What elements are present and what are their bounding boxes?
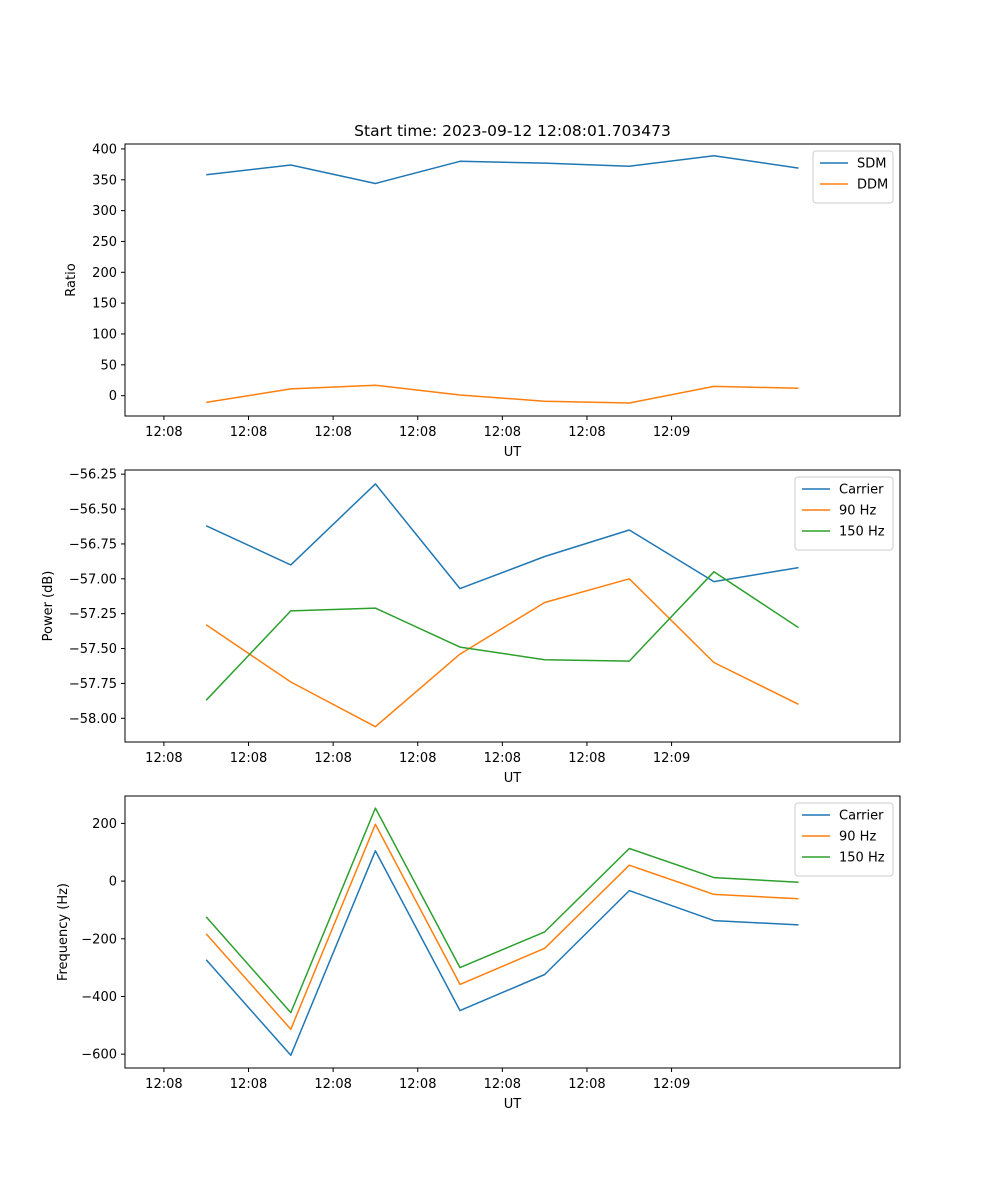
x-tick-label: 12:08: [314, 751, 351, 766]
legend-box: [812, 150, 894, 204]
legend-entry: Carrier: [839, 483, 884, 498]
x-tick-label: 12:08: [230, 751, 267, 766]
x-tick-label: 12:08: [399, 751, 436, 766]
series-line-150-hz: [205, 571, 799, 701]
x-tick-label: 12:08: [145, 425, 182, 440]
y-tick-label: −56.50: [69, 503, 117, 518]
plot-frame: [124, 143, 901, 417]
x-tick-label: 12:09: [653, 751, 690, 766]
plot-frame: [124, 469, 901, 743]
y-tick-label: 250: [92, 235, 117, 250]
series-line-sdm: [206, 154, 799, 185]
y-axis-label: Frequency (Hz): [56, 883, 71, 981]
series-line-carrier: [205, 850, 799, 1057]
plot-frame: [124, 795, 901, 1069]
power-chart: 12:08 12:08 12:08 12:08 12:08 12:08 12:09 UT −58…: [41, 468, 901, 786]
legend-entry: SDM: [857, 157, 886, 172]
series-line-90-hz: [205, 578, 799, 728]
x-axis-label: UT: [504, 771, 522, 786]
y-tick-label: 200: [92, 266, 117, 281]
y-tick-label: −600: [81, 1048, 117, 1063]
legend: Carrier 90 Hz 150 Hz: [794, 802, 894, 877]
x-tick-label: 12:08: [568, 425, 605, 440]
legend-entry: 90 Hz: [839, 830, 876, 845]
series-line-carrier: [205, 483, 799, 590]
legend-entry: DDM: [857, 178, 888, 193]
x-tick-label: 12:08: [399, 1077, 436, 1092]
y-tick-label: 400: [92, 142, 117, 157]
y-tick-label: −57.50: [69, 642, 117, 657]
y-tick-label: 0: [109, 389, 117, 404]
legend-entry: 90 Hz: [839, 504, 876, 519]
x-tick-label: 12:08: [484, 425, 521, 440]
y-tick-label: 100: [92, 327, 117, 342]
legend-entry: 150 Hz: [839, 851, 885, 866]
y-tick-label: 150: [92, 297, 117, 312]
y-tick-label: −57.00: [69, 572, 117, 587]
y-tick-label: −57.25: [69, 607, 117, 622]
y-tick-label: 0: [109, 875, 117, 890]
y-tick-label: 300: [92, 204, 117, 219]
frequency-chart: 12:08 12:08 12:08 12:08 12:08 12:08 12:09 UT −60…: [56, 795, 901, 1112]
y-tick-label: −56.25: [69, 468, 117, 483]
y-tick-label: 200: [92, 817, 117, 832]
y-tick-label: −58.00: [69, 712, 117, 727]
y-tick-label: −200: [81, 932, 117, 947]
x-tick-label: 12:08: [568, 1077, 605, 1092]
legend-entry: Carrier: [839, 809, 884, 824]
x-tick-label: 12:08: [568, 751, 605, 766]
y-tick-label: 350: [92, 173, 117, 188]
x-tick-label: 12:09: [653, 1077, 690, 1092]
legend: SDM DDM: [812, 150, 894, 204]
series-line-150-hz: [205, 807, 799, 1014]
x-tick-label: 12:08: [230, 1077, 267, 1092]
x-axis-label: UT: [504, 445, 522, 460]
chart-title: Start time: 2023-09-12 12:08:01.703473: [354, 122, 671, 140]
y-tick-label: −56.75: [69, 537, 117, 552]
x-tick-label: 12:08: [145, 751, 182, 766]
x-tick-label: 12:08: [314, 1077, 351, 1092]
x-tick-label: 12:09: [653, 425, 690, 440]
x-tick-label: 12:08: [314, 425, 351, 440]
y-axis-label: Ratio: [64, 263, 79, 296]
series-line-ddm: [206, 384, 799, 404]
y-tick-label: −57.75: [69, 677, 117, 692]
series-line-90-hz: [205, 823, 799, 1031]
legend: Carrier 90 Hz 150 Hz: [794, 476, 894, 551]
x-tick-label: 12:08: [399, 425, 436, 440]
x-tick-label: 12:08: [230, 425, 267, 440]
x-axis-label: UT: [504, 1097, 522, 1112]
y-tick-label: 50: [100, 358, 117, 373]
x-tick-label: 12:08: [145, 1077, 182, 1092]
y-axis-label: Power (dB): [41, 571, 56, 642]
ratio-chart: Start time: 2023-09-12 12:08:01.703473 12…: [64, 122, 901, 460]
x-tick-label: 12:08: [484, 751, 521, 766]
legend-entry: 150 Hz: [839, 525, 885, 540]
x-tick-label: 12:08: [484, 1077, 521, 1092]
y-tick-label: −400: [81, 990, 117, 1005]
